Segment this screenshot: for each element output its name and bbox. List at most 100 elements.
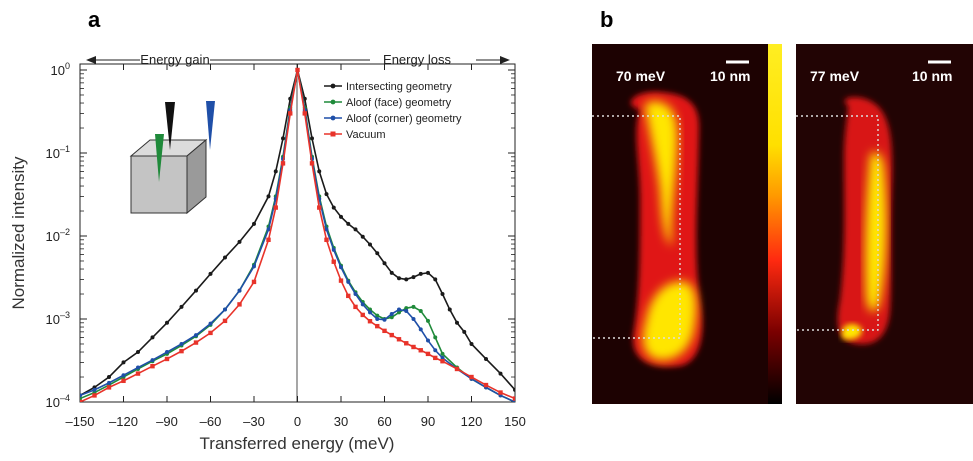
legend-marker bbox=[330, 131, 336, 137]
legend: Intersecting geometry Aloof (face) geomet… bbox=[324, 81, 462, 141]
data-point bbox=[426, 338, 430, 343]
data-point bbox=[324, 227, 329, 232]
cube-illustration bbox=[129, 101, 215, 215]
data-point bbox=[252, 264, 256, 269]
data-point bbox=[498, 390, 503, 395]
data-point bbox=[498, 371, 503, 376]
series-group bbox=[80, 67, 515, 402]
data-point bbox=[469, 374, 474, 380]
data-point bbox=[193, 340, 199, 345]
data-point bbox=[396, 337, 402, 342]
data-point bbox=[404, 308, 409, 313]
data-point bbox=[194, 288, 198, 293]
data-point bbox=[360, 234, 365, 239]
data-point bbox=[223, 307, 227, 312]
data-point bbox=[382, 261, 387, 266]
data-point bbox=[389, 311, 394, 316]
y-axis-title: Normalized intensity bbox=[9, 156, 28, 310]
energy-arrows: Energy gain Energy loss bbox=[86, 52, 510, 67]
data-point bbox=[208, 271, 213, 276]
data-point bbox=[266, 227, 271, 232]
data-point bbox=[164, 356, 170, 362]
data-point bbox=[346, 293, 351, 299]
data-point bbox=[121, 373, 126, 378]
data-point bbox=[266, 194, 271, 199]
data-point bbox=[375, 317, 380, 321]
data-point bbox=[360, 302, 365, 307]
data-point bbox=[411, 317, 416, 321]
data-point bbox=[404, 277, 409, 282]
data-point bbox=[411, 344, 416, 350]
data-point bbox=[433, 355, 438, 361]
legend-marker bbox=[330, 99, 336, 105]
data-point bbox=[150, 335, 155, 340]
data-point bbox=[273, 205, 278, 210]
data-point bbox=[121, 360, 126, 365]
x-tick-label: –30 bbox=[243, 414, 265, 429]
data-point bbox=[397, 276, 401, 281]
data-point bbox=[440, 355, 445, 360]
energy-loss-label: Energy loss bbox=[383, 52, 451, 67]
data-point bbox=[483, 382, 489, 388]
data-point bbox=[331, 205, 336, 210]
data-point bbox=[433, 335, 438, 340]
x-tick-label: 60 bbox=[377, 414, 391, 429]
data-point bbox=[324, 237, 329, 242]
data-point bbox=[454, 366, 460, 372]
data-point bbox=[426, 318, 430, 323]
data-point bbox=[288, 111, 293, 116]
x-tick-labels: –150 –120 –90 –60 –30 0 30 60 90 120 150 bbox=[66, 414, 526, 429]
data-point bbox=[237, 302, 242, 307]
x-tick-label: –60 bbox=[200, 414, 222, 429]
data-point bbox=[331, 247, 336, 252]
data-point bbox=[375, 323, 380, 329]
data-point bbox=[237, 288, 242, 293]
y-tick-label: 100 bbox=[51, 61, 70, 78]
x-tick-label: 30 bbox=[334, 414, 348, 429]
data-point bbox=[223, 255, 227, 260]
data-point bbox=[222, 318, 228, 324]
colorbar-70 bbox=[768, 44, 782, 404]
data-point bbox=[92, 387, 97, 392]
x-tick-label: 150 bbox=[504, 414, 526, 429]
data-point bbox=[339, 214, 343, 219]
data-point bbox=[447, 307, 452, 312]
panel-letter-b: b bbox=[600, 7, 613, 32]
data-point bbox=[418, 348, 423, 353]
data-point bbox=[135, 371, 141, 376]
data-point bbox=[331, 259, 336, 264]
data-point bbox=[397, 307, 401, 312]
data-point bbox=[208, 321, 213, 326]
data-point bbox=[281, 136, 285, 141]
data-point bbox=[324, 192, 329, 197]
data-point bbox=[165, 320, 169, 325]
data-point bbox=[367, 319, 373, 324]
data-point bbox=[433, 348, 438, 353]
data-point bbox=[411, 304, 416, 309]
data-point bbox=[455, 320, 459, 325]
data-point bbox=[338, 278, 344, 283]
data-point bbox=[150, 358, 155, 363]
y-tick-label: 10–3 bbox=[46, 310, 70, 327]
data-point bbox=[273, 169, 278, 174]
legend-marker bbox=[330, 115, 336, 121]
data-point bbox=[418, 327, 423, 332]
data-point bbox=[339, 265, 343, 270]
x-axis-title: Transferred energy (meV) bbox=[200, 434, 395, 453]
data-point bbox=[404, 306, 409, 311]
x-tick-label: –90 bbox=[156, 414, 178, 429]
legend-entry: Vacuum bbox=[346, 129, 386, 141]
map-70-energy-label: 70 meV bbox=[616, 68, 666, 84]
data-point bbox=[346, 221, 351, 226]
legend-entry: Intersecting geometry bbox=[346, 81, 452, 93]
energy-gain-label: Energy gain bbox=[140, 52, 209, 67]
y-tick-label: 10–4 bbox=[46, 393, 70, 410]
data-point bbox=[179, 304, 184, 309]
y-tick-labels: 10–4 10–3 10–2 10–1 100 bbox=[46, 61, 70, 410]
data-point bbox=[121, 378, 126, 384]
probe-intersecting-icon bbox=[165, 102, 175, 150]
data-point bbox=[346, 279, 351, 284]
map-70-scale-label: 10 nm bbox=[710, 68, 750, 84]
data-point bbox=[106, 385, 112, 390]
